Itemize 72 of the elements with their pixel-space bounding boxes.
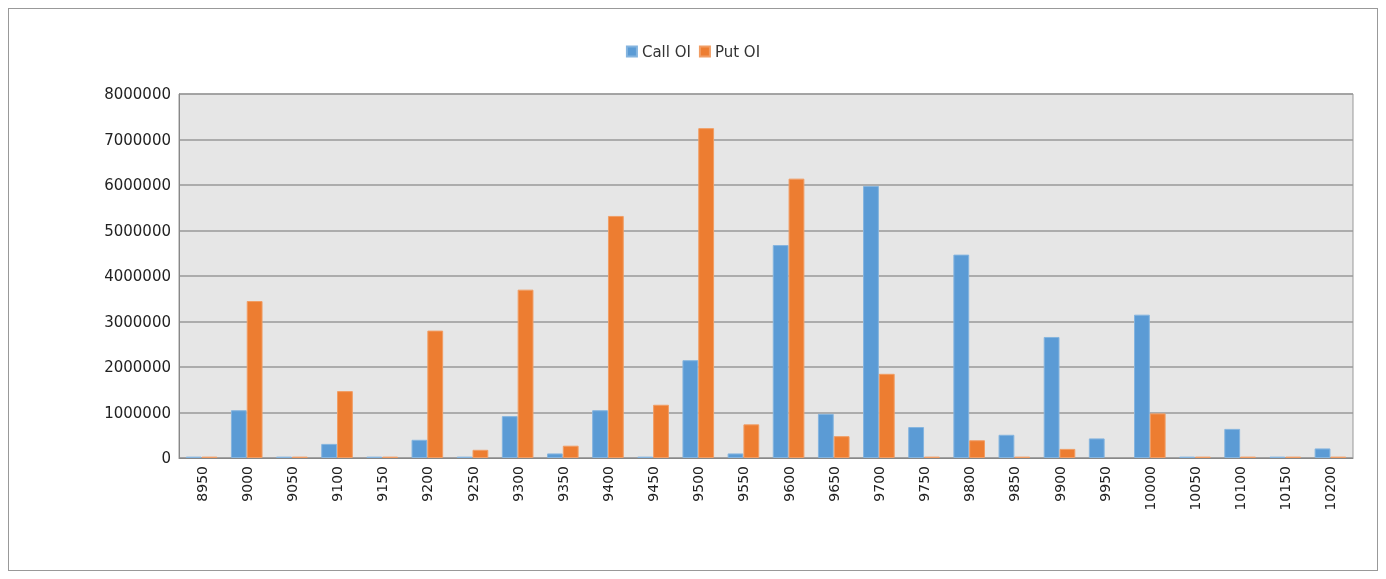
x-tick-label: 9400 [599, 466, 616, 502]
x-tick-label: 9250 [464, 466, 481, 502]
bar [878, 373, 895, 458]
y-tick-label: 2000000 [104, 358, 171, 376]
bar [547, 453, 563, 458]
bar [230, 410, 247, 458]
x-tick-label: 9600 [780, 466, 797, 502]
x-tick-label: 10100 [1232, 466, 1249, 511]
y-tick-label: 0 [161, 449, 171, 467]
x-tick-label: 9450 [645, 466, 662, 502]
x-tick-label: 10000 [1141, 466, 1158, 511]
legend-label: Put OI [714, 42, 761, 61]
x-tick-label: 9150 [374, 466, 391, 502]
bar [682, 360, 699, 458]
bar [246, 301, 263, 458]
x-tick-label: 9800 [961, 466, 978, 502]
bar [592, 410, 608, 458]
x-tick-label: 9000 [238, 466, 255, 502]
y-tick-label: 8000000 [104, 85, 171, 103]
x-tick-label: 9550 [735, 466, 752, 502]
x-tick-label: 9350 [554, 466, 571, 502]
bar [1043, 336, 1060, 458]
x-tick-label: 10150 [1277, 466, 1294, 511]
x-tick-label: 10050 [1186, 466, 1203, 511]
x-tick-label: 9850 [1006, 466, 1023, 502]
y-tick-label: 7000000 [104, 130, 171, 149]
bar [321, 443, 338, 458]
x-tick-label: 9750 [916, 466, 933, 502]
x-tick-label: 10200 [1322, 466, 1339, 511]
bar [1059, 448, 1076, 458]
y-tick-label: 4000000 [104, 267, 171, 285]
bar [501, 416, 518, 458]
x-tick-label: 9050 [283, 466, 300, 502]
bar [788, 178, 805, 458]
y-tick-label: 1000000 [104, 403, 171, 422]
y-tick-label: 5000000 [104, 221, 171, 240]
bar [817, 413, 834, 458]
bar [517, 289, 534, 458]
bar [863, 185, 879, 458]
bar [607, 215, 624, 458]
bar [1314, 448, 1331, 458]
x-tick-label: 8950 [193, 466, 210, 502]
bar [653, 404, 669, 458]
bar [908, 427, 925, 458]
bar [472, 449, 489, 458]
x-tick-label: 9900 [1051, 466, 1068, 502]
bar [998, 434, 1015, 458]
bar [337, 391, 353, 458]
bar [772, 245, 789, 458]
bar [727, 453, 744, 458]
x-tick-label: 9200 [419, 466, 436, 502]
bar [1134, 314, 1150, 458]
bar [1224, 428, 1241, 458]
bar [1149, 413, 1166, 458]
x-tick-label: 9650 [825, 466, 842, 502]
legend-label: Call OI [641, 42, 691, 61]
bar [953, 254, 970, 458]
bar [743, 424, 760, 458]
x-tick-label: 9300 [509, 466, 526, 502]
bar [698, 128, 715, 458]
bar [562, 445, 579, 458]
x-tick-label: 9700 [870, 466, 887, 502]
x-tick-label: 9500 [690, 466, 707, 502]
y-tick-label: 3000000 [104, 312, 171, 331]
bar [427, 330, 444, 458]
bar [411, 439, 428, 458]
bar [969, 440, 985, 458]
y-tick-label: 6000000 [104, 176, 171, 194]
bar [833, 436, 850, 458]
x-tick-label: 9950 [1096, 466, 1113, 502]
x-tick-label: 9100 [329, 466, 346, 502]
bar [1088, 438, 1105, 458]
